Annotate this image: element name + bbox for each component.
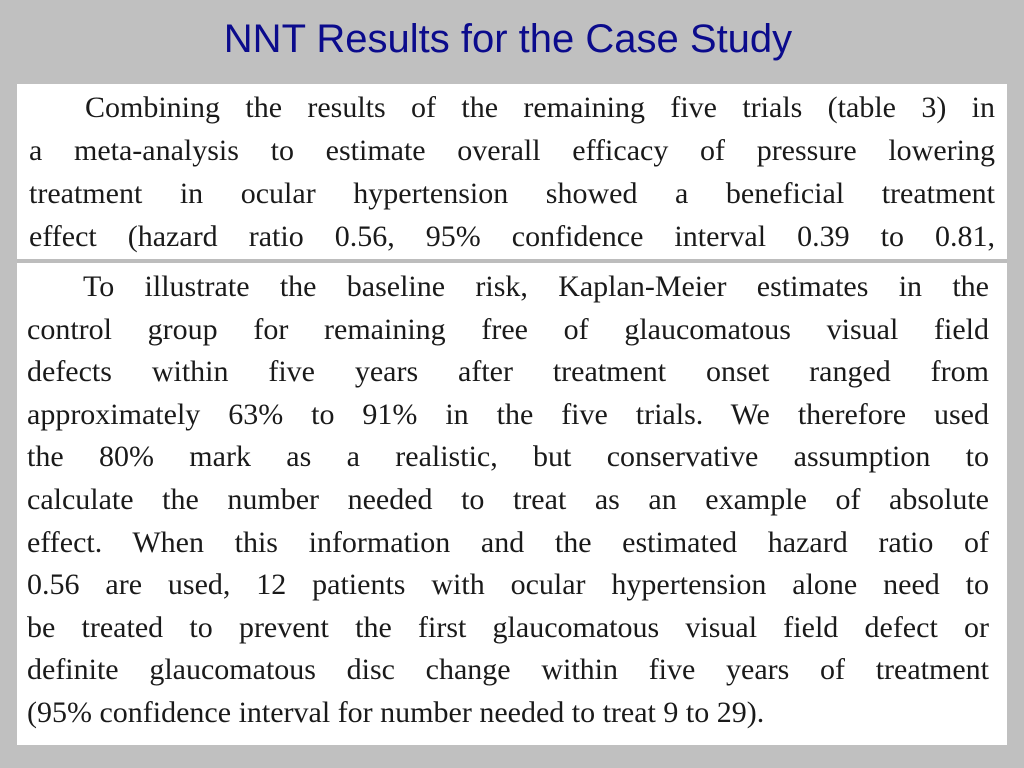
paper-excerpt-meta-analysis: Combining the results of the remaining f… — [17, 84, 1007, 260]
excerpt-line: be treated to prevent the first glaucoma… — [27, 610, 989, 644]
paper-excerpt-nnt: To illustrate the baseline risk, Kaplan-… — [17, 263, 1007, 745]
excerpt-line: treatment in ocular hypertension showed … — [29, 177, 995, 210]
excerpt-line: 0.56 are used, 12 patients with ocular h… — [27, 568, 989, 602]
excerpt-line: definite glaucomatous disc change within… — [27, 653, 989, 687]
excerpt-line: To illustrate the baseline risk, Kaplan-… — [27, 266, 989, 309]
excerpt-line: the 80% mark as a realistic, but conserv… — [27, 440, 989, 474]
excerpt-line: Combining the results of the remaining f… — [29, 84, 995, 129]
excerpt-line-text: To illustrate the baseline risk, Kaplan-… — [83, 270, 989, 303]
excerpt-line: a meta-analysis to estimate overall effi… — [29, 134, 995, 167]
excerpt-line: effect (hazard ratio 0.56, 95% confidenc… — [29, 220, 995, 253]
excerpt-line: calculate the number needed to treat as … — [27, 482, 989, 516]
excerpt-line: approximately 63% to 91% in the five tri… — [27, 397, 989, 431]
excerpt-divider — [17, 259, 1007, 263]
excerpt-line: (95% confidence interval for number need… — [27, 695, 765, 729]
excerpt-line-text: Combining the results of the remaining f… — [85, 91, 995, 124]
excerpt-line: effect. When this information and the es… — [27, 525, 989, 559]
slide-title: NNT Results for the Case Study — [223, 17, 793, 61]
excerpt-line: defects within five years after treatmen… — [27, 355, 989, 389]
excerpt-line: control group for remaining free of glau… — [27, 312, 989, 346]
